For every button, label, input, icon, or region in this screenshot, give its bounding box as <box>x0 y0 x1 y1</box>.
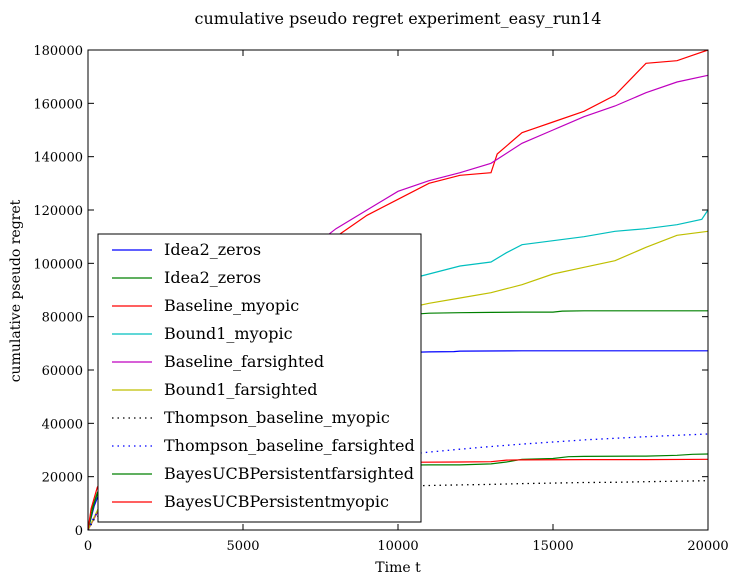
legend-label: Baseline_myopic <box>164 296 299 315</box>
x-axis-label: Time t <box>375 560 421 576</box>
y-axis-label: cumulative pseudo regret <box>8 199 24 382</box>
legend-label: Bound1_farsighted <box>164 380 318 399</box>
legend: Idea2_zeros Idea2_zeros Baseline_myopic Bou… <box>97 233 422 523</box>
y-tick-label: 40000 <box>42 417 83 432</box>
series-line-7 <box>87 480 709 531</box>
y-tick-label: 60000 <box>42 364 83 379</box>
legend-label: Baseline_farsighted <box>164 352 324 371</box>
x-tick-label: 20000 <box>687 539 728 554</box>
y-tick-label: 0 <box>75 524 83 539</box>
legend-label: Idea2_zeros <box>164 268 261 287</box>
x-tick-label: 0 <box>84 539 92 554</box>
y-tick-label: 120000 <box>33 204 83 219</box>
ticks: 0 5000 10000 15000 20000 0 20000 40000 60000 8000… <box>33 44 728 554</box>
y-tick-label: 140000 <box>33 151 83 166</box>
y-tick-label: 180000 <box>33 44 83 59</box>
x-tick-label: 10000 <box>377 539 418 554</box>
y-tick-label: 80000 <box>42 311 83 326</box>
legend-label: BayesUCBPersistentmyopic <box>164 492 389 511</box>
x-tick-label: 15000 <box>532 539 573 554</box>
legend-label: Bound1_myopic <box>164 324 293 343</box>
x-tick-label: 5000 <box>226 539 259 554</box>
chart-title: cumulative pseudo regret experiment_easy… <box>195 9 602 28</box>
legend-label: Idea2_zeros <box>164 240 261 259</box>
y-tick-label: 160000 <box>33 97 83 112</box>
legend-label: Thompson_baseline_farsighted <box>164 436 415 455</box>
legend-label: Thompson_baseline_myopic <box>164 408 390 427</box>
legend-label: BayesUCBPersistentfarsighted <box>164 464 414 483</box>
y-tick-label: 100000 <box>33 257 83 272</box>
y-tick-label: 20000 <box>42 471 83 486</box>
